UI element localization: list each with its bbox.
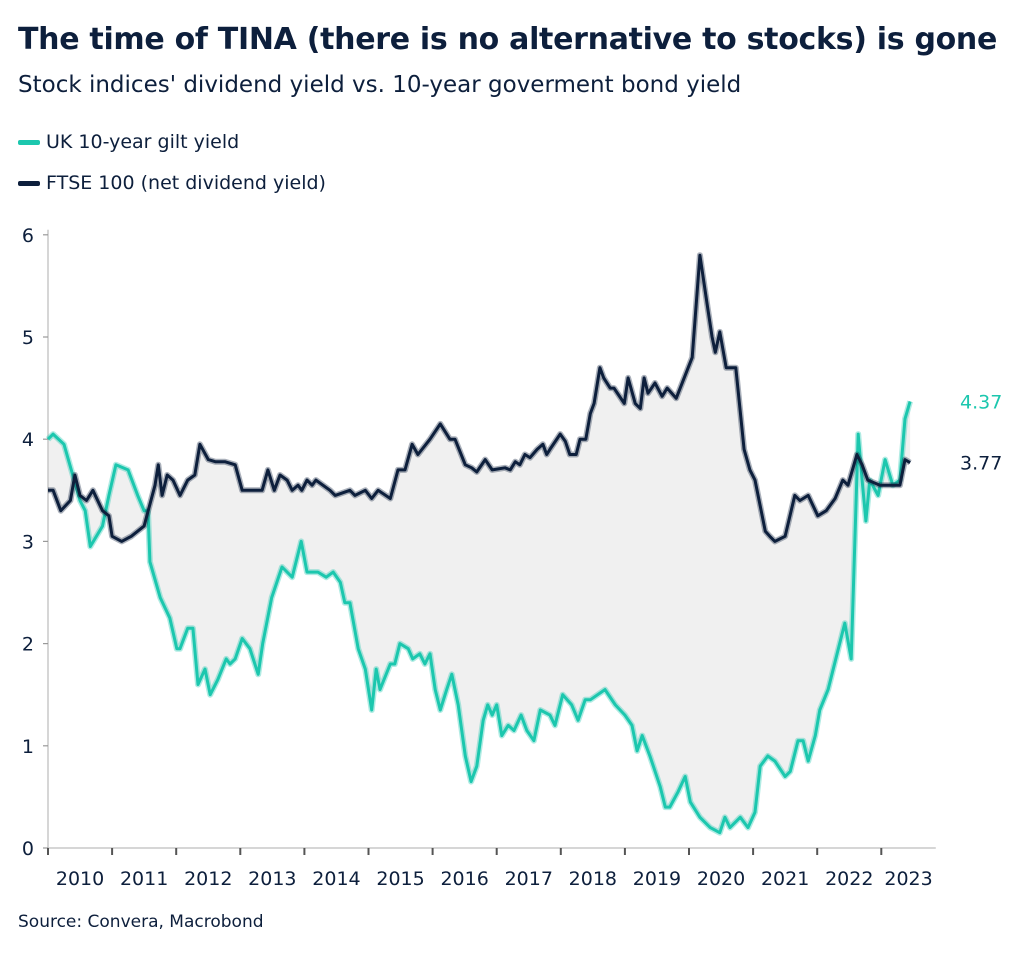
x-tick-label: 2012	[184, 868, 232, 890]
source-note: Source: Convera, Macrobond	[18, 912, 264, 932]
x-tick-label: 2019	[633, 868, 681, 890]
fill-between-area	[48, 255, 911, 833]
x-tick-label: 2010	[56, 868, 104, 890]
x-tick-label: 2015	[376, 868, 424, 890]
end-label-ftse: 3.77	[960, 453, 1002, 475]
x-tick-label: 2011	[120, 868, 168, 890]
x-tick-label: 2018	[569, 868, 617, 890]
x-tick-label: 2020	[697, 868, 745, 890]
legend-item-gilt: UK 10-year gilt yield	[18, 131, 239, 153]
legend-label-gilt: UK 10-year gilt yield	[46, 131, 240, 153]
legend-item-ftse: FTSE 100 (net dividend yield)	[18, 172, 326, 194]
legend-swatch-ftse	[18, 180, 40, 186]
legend-swatch-gilt	[18, 139, 40, 145]
y-tick-label: 6	[22, 225, 34, 247]
y-tick-label: 4	[22, 429, 34, 451]
y-tick-label: 0	[22, 838, 34, 860]
series-line-ftse-dividend-yield	[48, 253, 911, 543]
x-tick-label: 2017	[505, 868, 553, 890]
y-tick-label: 2	[22, 634, 34, 656]
y-tick-label: 3	[22, 531, 34, 553]
x-tick-label: 2022	[825, 868, 873, 890]
legend-label-ftse: FTSE 100 (net dividend yield)	[46, 172, 326, 194]
y-tick-label: 1	[22, 736, 34, 758]
chart-subtitle: Stock indices' dividend yield vs. 10-yea…	[18, 72, 742, 98]
x-tick-label: 2021	[761, 868, 809, 890]
series-line-gilt-yield	[46, 400, 912, 835]
x-tick-label: 2013	[248, 868, 296, 890]
end-label-gilt: 4.37	[960, 391, 1002, 413]
x-tick-label: 2023	[884, 868, 932, 890]
x-tick-label: 2016	[440, 868, 488, 890]
y-tick-label: 5	[22, 327, 34, 349]
x-tick-label: 2014	[312, 868, 360, 890]
chart-title: The time of TINA (there is no alternativ…	[18, 22, 998, 57]
